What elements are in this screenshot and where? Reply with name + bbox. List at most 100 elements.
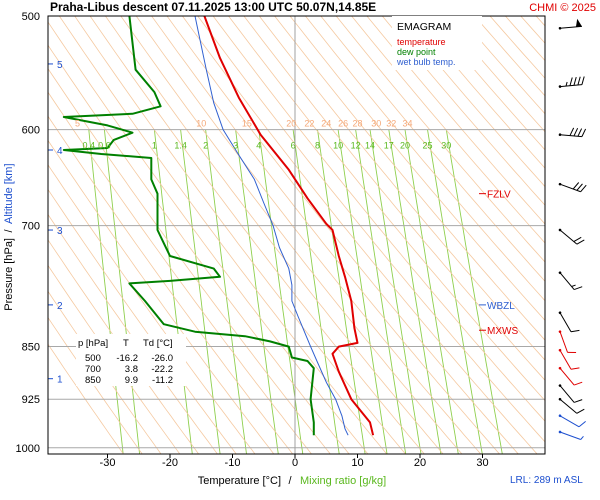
wind-barb: [558, 414, 586, 428]
mixing-ratio-line: [88, 129, 124, 454]
y-tick-label: 850: [22, 342, 40, 354]
wind-barb-shaft: [559, 415, 580, 428]
mixing-ratio-line: [369, 129, 422, 454]
mixing-ratio-lines: [88, 129, 503, 454]
wind-barb: [558, 330, 577, 353]
wind-barb-full: [570, 329, 580, 333]
dry-adiabat-line: [397, 16, 545, 188]
plot-frame: [47, 15, 546, 455]
table-header-p: p [hPa]: [78, 338, 108, 349]
dry-adiabat-label: 28: [352, 119, 362, 129]
dry-adiabat-line: [335, 16, 545, 263]
altitude-tick-label: 4: [57, 146, 63, 157]
altitude-tick-label: 2: [57, 301, 63, 312]
dry-adiabat-line: [320, 16, 545, 282]
x-tick-label: -30: [100, 457, 116, 469]
table-cell: 700: [85, 364, 101, 375]
wind-barb-shaft: [559, 385, 575, 403]
dry-adiabat-label: 15: [242, 119, 252, 129]
x-tick-label: 0: [292, 457, 298, 469]
table-header-t: T: [123, 338, 129, 349]
mixing-ratio-line: [445, 129, 503, 454]
mixing-ratio-label: 6: [291, 141, 296, 151]
dry-adiabat-line: [351, 16, 545, 244]
legend-box: [392, 16, 482, 70]
wind-barb-full: [576, 183, 583, 191]
table-cell: 9.9: [125, 375, 138, 386]
legend-title: EMAGRAM: [397, 21, 451, 33]
dry-adiabat-label: 5: [75, 119, 80, 129]
wind-barb-full: [567, 351, 577, 353]
wind-barb-full: [573, 127, 579, 137]
y-tick-label: 1000: [16, 443, 40, 455]
wind-barb-shaft: [559, 398, 578, 414]
wind-barb: [558, 76, 585, 88]
dry-adiabat-line: [289, 16, 545, 321]
wind-barb-full: [570, 367, 580, 370]
table-header-td: Td [°C]: [143, 338, 173, 349]
wind-barb: [558, 182, 587, 193]
dry-adiabat-label: 26: [338, 119, 348, 129]
wind-barb: [558, 384, 583, 403]
wind-barb-full: [581, 128, 587, 137]
y-tick-label: 600: [22, 125, 40, 137]
table-cell: 3.8: [125, 364, 138, 375]
mixing-ratio-label: 8: [315, 141, 320, 151]
wind-barb-full: [572, 182, 580, 190]
wind-barb-shaft: [559, 431, 581, 440]
wind-barb-pennant: [575, 18, 582, 27]
wind-barb: [558, 18, 582, 30]
dry-adiabat-line: [381, 16, 545, 206]
lrl-label: LRL: 289 m ASL: [510, 475, 583, 486]
dry-adiabat-line: [243, 16, 545, 381]
wind-barb-full: [578, 420, 586, 428]
dry-adiabat-label: 24: [321, 119, 331, 129]
mixing-ratio-label: 25: [422, 141, 432, 151]
mixing-ratio-line: [180, 129, 221, 454]
mixing-ratio-label: 4: [256, 141, 261, 151]
wind-barb-full: [577, 76, 581, 86]
mixing-ratio-label: 2: [203, 141, 208, 151]
mixing-ratio-label: 3: [233, 141, 238, 151]
x-tick-label: 10: [351, 457, 363, 469]
wind-barb: [558, 348, 580, 370]
legend-item-temperature: temperature: [397, 37, 446, 47]
wind-barb-full: [576, 239, 585, 245]
dry-adiabat-label: 20: [286, 119, 296, 129]
y-tick-label: 500: [22, 11, 40, 23]
wind-barb-full: [573, 286, 583, 291]
altitude-tick-label: 3: [57, 226, 63, 237]
y-axis-label: Pressure [hPa]: [3, 238, 15, 311]
mixing-ratio-label: 0.4: [82, 141, 95, 151]
mixing-ratio-line: [404, 129, 459, 454]
table-cell: -22.2: [151, 364, 173, 375]
y-axis-label-2: Altitude [km]: [3, 163, 15, 224]
dry-adiabat-line: [258, 16, 545, 361]
legend-item-wet-bulb: wet bulb temp.: [396, 57, 456, 67]
mixing-ratio-line: [355, 129, 407, 454]
wind-barb-half: [565, 81, 568, 87]
table-cell: -11.2: [152, 375, 173, 386]
wind-barb-shaft: [559, 349, 572, 370]
wind-barb-full: [573, 399, 583, 403]
wind-barb-shaft: [559, 331, 568, 353]
wind-barb-shaft: [559, 312, 572, 333]
mixing-ratio-label: 1: [152, 141, 157, 151]
x-axis-separator: /: [288, 475, 292, 487]
x-axis-label: Temperature [°C]: [198, 475, 281, 487]
legend-item-dew-point: dew point: [397, 47, 436, 57]
mixing-ratio-label: 10: [333, 141, 343, 151]
series-line: [203, 16, 375, 436]
level-label: MXWS: [487, 326, 518, 337]
x-axis-title: Temperature [°C] / Mixing ratio [g/kg]: [198, 475, 386, 487]
wind-barb-full: [577, 128, 583, 137]
wind-barb-full: [576, 408, 585, 414]
y-tick-label: 700: [22, 221, 40, 233]
series-line: [62, 16, 315, 436]
data-table: p [hPa] T Td [°C] 500 -16.2 -26.0 700 3.…: [76, 334, 186, 386]
mixing-ratio-label: 12: [351, 141, 361, 151]
wind-barb-full: [573, 77, 577, 86]
mixing-ratio-label: 30: [441, 141, 451, 151]
dry-adiabat-line: [412, 16, 545, 169]
x-tick-label: -20: [162, 457, 178, 469]
